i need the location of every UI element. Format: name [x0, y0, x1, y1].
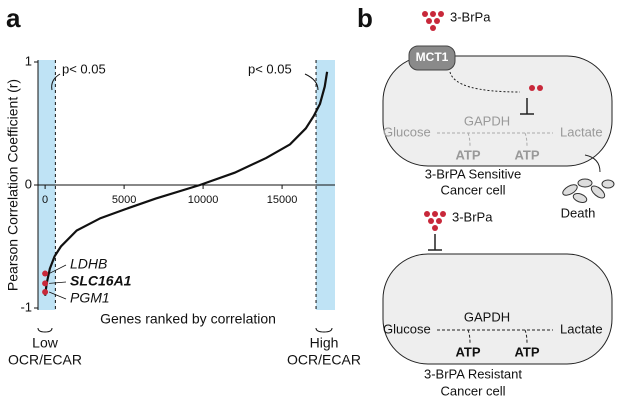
caption: 3-BrPA Resistant [424, 366, 522, 381]
gene-label: LDHB [70, 256, 107, 272]
y-axis-label: Pearson Correlation Coefficient (r) [5, 79, 21, 291]
drug-dots [424, 211, 446, 231]
panel-b: b 3-BrPa MCT1 Glucose GAPDH Lactate ATP … [357, 3, 615, 398]
inhibit [428, 234, 442, 251]
bracket [315, 327, 333, 333]
drug-dots [422, 11, 444, 31]
y-tick-label: -1 [20, 299, 32, 314]
enzyme: GAPDH [464, 113, 510, 128]
cell [382, 55, 613, 167]
inhibit [520, 98, 534, 115]
enzyme: GAPDH [464, 309, 510, 324]
dot [529, 85, 535, 91]
bracket [37, 327, 53, 333]
metabolite: Glucose [383, 124, 431, 139]
panel-label: a [6, 3, 21, 33]
arrow [449, 71, 521, 93]
leader [48, 264, 67, 274]
y-tick-label: 1 [25, 53, 32, 68]
cell [382, 253, 613, 365]
panel-a: a Pearson Correlation Coefficient (r) Ge… [5, 3, 361, 368]
atp: ATP [514, 147, 539, 162]
highlight-point [42, 270, 49, 277]
dot [537, 85, 543, 91]
annotation: Low [32, 335, 59, 351]
gene-label: PGM1 [70, 290, 110, 306]
y-tick-label: 0 [25, 176, 32, 191]
caption: Cancer cell [440, 383, 505, 398]
atp: ATP [514, 344, 539, 359]
death-fragments [562, 178, 615, 203]
gene-label: SLC16A1 [70, 273, 132, 289]
arrow [584, 154, 601, 173]
x-tick-label: 15000 [267, 194, 298, 206]
metabolite: Glucose [383, 321, 431, 336]
arrow [304, 73, 319, 91]
x-tick-label: 5000 [112, 194, 136, 206]
leader [48, 291, 67, 300]
pathway [437, 132, 553, 147]
x-axis-label: Genes ranked by correlation [100, 311, 276, 327]
drug-label: 3-BrPa [452, 209, 493, 224]
metabolite: Lactate [560, 321, 603, 336]
annotation: High [310, 335, 339, 351]
leader [49, 281, 67, 284]
atp: ATP [455, 344, 480, 359]
annotation: OCR/ECAR [287, 352, 361, 368]
pathway [437, 329, 553, 344]
data-line [44, 71, 329, 296]
atp: ATP [455, 147, 480, 162]
drug-label: 3-BrPa [450, 9, 491, 24]
annotation: OCR/ECAR [8, 352, 82, 368]
arrow [51, 73, 61, 91]
metabolite: Lactate [560, 124, 603, 139]
transporter-label: MCT1 [416, 50, 449, 64]
annotation: p< 0.05 [248, 61, 292, 76]
highlight-point [42, 289, 49, 296]
transporter [408, 45, 456, 71]
x-tick-label: 0 [42, 194, 48, 206]
panel-label: b [357, 3, 373, 33]
caption: Cancer cell [440, 182, 505, 197]
caption: 3-BrPA Sensitive [425, 166, 522, 181]
annotation: p< 0.05 [62, 61, 106, 76]
x-tick-label: 10000 [188, 194, 219, 206]
outcome: Death [561, 205, 596, 220]
highlight-point [42, 280, 49, 287]
